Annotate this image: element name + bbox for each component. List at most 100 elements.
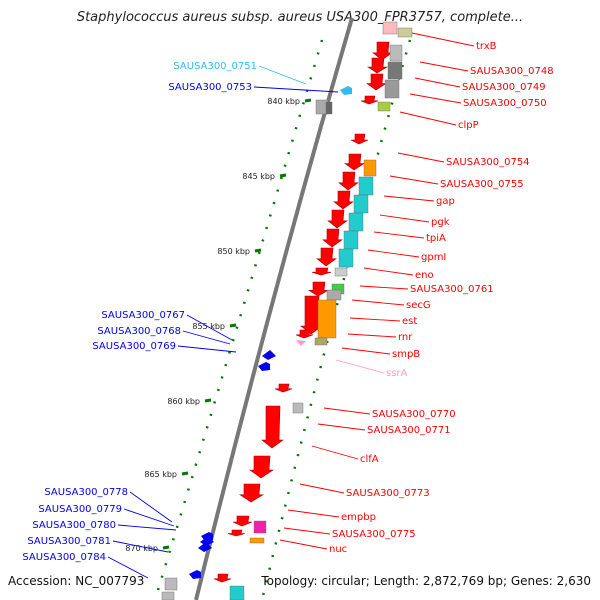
gene-label[interactable]: gpmI	[421, 252, 446, 263]
label-leader-line	[177, 345, 237, 353]
gene-label[interactable]: SAUSA300_0748	[470, 66, 554, 77]
gene-label[interactable]: SAUSA300_0755	[440, 179, 524, 190]
gene-arrow[interactable]	[372, 41, 393, 61]
gene-arrow[interactable]	[261, 405, 284, 449]
gene-label[interactable]: SAUSA300_0780	[32, 520, 116, 531]
gene-label[interactable]: nuc	[329, 544, 347, 555]
gene-arrow[interactable]	[311, 267, 332, 276]
gene-box[interactable]	[382, 21, 398, 35]
gene-label[interactable]: smpB	[392, 349, 420, 360]
gene-box[interactable]	[384, 79, 400, 99]
gene-label[interactable]: secG	[406, 300, 431, 311]
gene-label[interactable]: SAUSA300_0761	[410, 284, 494, 295]
gene-box[interactable]	[389, 44, 403, 62]
gene-label[interactable]: SAUSA300_0781	[27, 536, 111, 547]
gene-arrow[interactable]	[249, 455, 274, 479]
gene-label[interactable]: SAUSA300_0773	[346, 488, 430, 499]
gene-label[interactable]: SAUSA300_0749	[462, 82, 546, 93]
gene-label[interactable]: clpP	[458, 120, 479, 131]
gene-arrow[interactable]	[296, 340, 306, 346]
label-leader-line	[283, 527, 331, 535]
gene-label[interactable]: trxB	[476, 41, 497, 52]
gene-label[interactable]: SAUSA300_0767	[101, 310, 185, 321]
gene-arrow[interactable]	[327, 209, 348, 229]
gene-label[interactable]: SAUSA300_0771	[367, 425, 451, 436]
gene-arrow[interactable]	[227, 529, 246, 537]
gene-box[interactable]	[377, 101, 391, 112]
gene-arrow[interactable]	[360, 95, 379, 105]
gene-arrow[interactable]	[340, 86, 352, 95]
gene-box[interactable]	[358, 176, 374, 196]
gene-box[interactable]	[292, 402, 304, 414]
gene-box[interactable]	[397, 27, 413, 38]
gene-label[interactable]: eno	[415, 270, 434, 281]
scale-tick	[181, 471, 189, 476]
gene-box[interactable]	[314, 337, 328, 346]
gene-label[interactable]: ssrA	[386, 368, 408, 379]
scale-tick	[162, 545, 170, 550]
label-leader-line	[335, 359, 385, 374]
gene-arrow[interactable]	[232, 515, 253, 527]
gene-arrow[interactable]	[307, 281, 330, 297]
accession-text: Accession: NC_007793	[8, 574, 145, 588]
gene-label[interactable]: SAUSA300_0769	[92, 341, 176, 352]
gene-box[interactable]	[343, 230, 359, 250]
gene-box[interactable]	[363, 159, 377, 177]
gene-label[interactable]: SAUSA300_0751	[173, 61, 257, 72]
gene-arrow[interactable]	[344, 153, 366, 171]
gene-arrow[interactable]	[367, 57, 389, 74]
gene-label[interactable]: SAUSA300_0768	[97, 326, 181, 337]
gene-arrow[interactable]	[262, 350, 276, 360]
gene-arrow[interactable]	[258, 362, 270, 371]
gene-box[interactable]	[317, 299, 337, 339]
gene-arrow[interactable]	[316, 247, 337, 267]
gene-label[interactable]: tpiA	[426, 233, 446, 244]
gene-label[interactable]: SAUSA300_0779	[38, 504, 122, 515]
gene-box[interactable]	[249, 537, 265, 544]
gene-arrow[interactable]	[295, 329, 314, 339]
gene-arrow[interactable]	[274, 383, 293, 393]
gene-arrow[interactable]	[200, 536, 214, 546]
gene-box[interactable]	[164, 577, 178, 591]
gene-label[interactable]: clfA	[360, 454, 379, 465]
gene-label[interactable]: rnr	[398, 332, 413, 343]
label-leader-line	[129, 491, 173, 523]
gene-arrow[interactable]	[198, 542, 212, 552]
gene-arrow[interactable]	[322, 228, 343, 248]
gene-box[interactable]	[348, 212, 364, 232]
gene-label[interactable]: SAUSA300_0784	[22, 552, 106, 563]
gene-arrow[interactable]	[213, 573, 232, 583]
gene-box[interactable]	[229, 585, 245, 600]
scale-tick-label: 855 kbp	[192, 322, 225, 331]
gene-arrow[interactable]	[338, 171, 359, 191]
gene-arrow[interactable]	[238, 483, 265, 503]
gene-label[interactable]: gap	[436, 196, 455, 207]
gene-label[interactable]: SAUSA300_0753	[168, 82, 252, 93]
gene-label[interactable]: SAUSA300_0775	[332, 529, 416, 540]
gene-arrow[interactable]	[350, 133, 369, 145]
gene-arrow[interactable]	[366, 73, 388, 91]
gene-label[interactable]: pgk	[431, 217, 450, 228]
label-leader-line	[399, 111, 457, 126]
scale-tick	[254, 248, 262, 253]
gene-label[interactable]: est	[402, 316, 417, 327]
label-leader-line	[409, 93, 462, 104]
label-leader-line	[253, 86, 339, 93]
gene-label[interactable]: SAUSA300_0778	[44, 487, 128, 498]
gene-arrow[interactable]	[189, 570, 201, 579]
gene-box[interactable]	[325, 101, 333, 115]
gene-label[interactable]: SAUSA300_0770	[372, 409, 456, 420]
gene-box[interactable]	[353, 194, 369, 214]
gene-box[interactable]	[326, 289, 342, 301]
gene-label[interactable]: SAUSA300_0750	[463, 98, 547, 109]
label-leader-line	[123, 508, 175, 527]
gene-box[interactable]	[334, 267, 348, 277]
gene-label[interactable]: empbp	[341, 512, 376, 523]
gene-label[interactable]: SAUSA300_0754	[446, 157, 530, 168]
gene-arrow[interactable]	[333, 190, 354, 210]
gene-box[interactable]	[161, 591, 175, 600]
scale-tick-label: 865 kbp	[144, 470, 177, 479]
gene-box[interactable]	[253, 520, 267, 534]
gene-box[interactable]	[338, 248, 354, 268]
gene-box[interactable]	[387, 61, 403, 80]
